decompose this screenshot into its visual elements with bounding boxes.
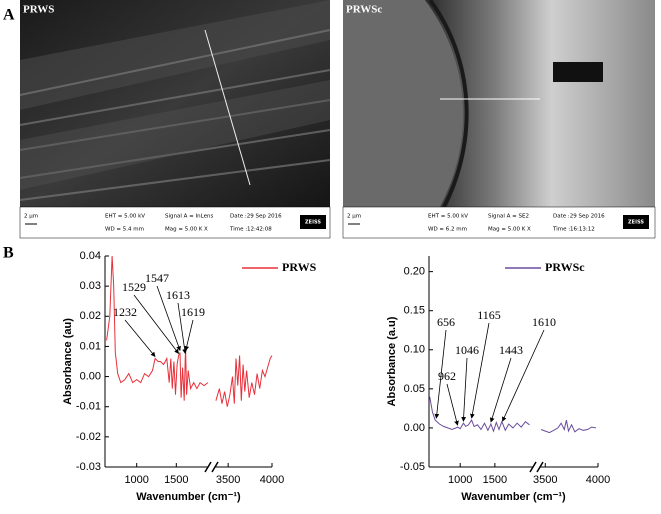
sem-image — [19, 0, 331, 239]
image-label: PRWS — [23, 4, 54, 16]
y-tick-label: -0.02 — [76, 431, 101, 443]
peak-arrow — [177, 302, 188, 355]
y-tick-label: 0.15 — [404, 305, 425, 317]
peak-label: 1232 — [113, 305, 137, 319]
info: EHT = 5.00 kV — [105, 214, 145, 220]
info: WD = 6.2 mm — [428, 227, 467, 233]
peak-arrow — [156, 285, 181, 352]
info: EHT = 5.00 kV — [428, 214, 468, 220]
sem-image — [342, 0, 656, 239]
x-axis-label: Wavenumber (cm⁻¹) — [136, 491, 241, 503]
logo-text: ZEISS — [628, 220, 644, 226]
scale-bar-label: 2 μm — [24, 214, 38, 220]
peak-arrow — [502, 329, 545, 422]
peak-arrow — [124, 319, 156, 357]
legend-label: PRWSc — [545, 260, 585, 274]
x-axis-label: Wavenumber (cm⁻¹) — [461, 491, 566, 503]
y-tick-label: -0.01 — [76, 401, 101, 413]
y-tick-label: 0.01 — [80, 340, 101, 352]
info: Time :16:13:12 — [552, 227, 595, 233]
info: Signal A = InLens — [165, 214, 213, 220]
x-tick-label: 3500 — [533, 474, 557, 486]
logo-text: ZEISS — [305, 220, 321, 226]
peak-label: 1547 — [145, 271, 169, 285]
info: Time :12:42:08 — [229, 227, 272, 233]
y-tick-label: 0.04 — [80, 250, 101, 262]
y-tick-label: -0.03 — [76, 461, 101, 473]
legend-label: PRWS — [282, 260, 317, 274]
image-label: PRWSc — [346, 4, 382, 16]
y-axis-label: Absorbance (a.u) — [386, 316, 398, 406]
peak-arrow — [133, 294, 179, 354]
scale-bar-label: 2 μm — [347, 214, 361, 220]
y-axis-label: Absorbance (au) — [62, 318, 74, 405]
axis-break — [529, 461, 537, 473]
spectrum-line — [429, 396, 596, 434]
peak-arrow — [470, 322, 490, 419]
peak-label: 1610 — [532, 315, 556, 329]
peak-label: 1165 — [477, 308, 501, 322]
chart: -0.05 0.00 0.05 0.10 0.15 0.20 1000 1500 3500 400… — [386, 256, 610, 503]
spectrum-line — [106, 255, 273, 407]
axis-break — [536, 461, 544, 473]
axis-break — [211, 461, 219, 473]
y-tick-label: 0.05 — [404, 383, 425, 395]
peak-label: 1529 — [122, 280, 146, 294]
info: WD = 5.4 mm — [105, 227, 144, 233]
x-tick-label: 1000 — [448, 474, 472, 486]
info: Mag = 5.00 K X — [488, 227, 531, 233]
y-tick-label: 0.20 — [404, 266, 425, 278]
info: Signal A = SE2 — [488, 214, 529, 220]
peak-arrow — [489, 357, 512, 423]
peak-label: 1443 — [499, 343, 523, 357]
peak-arrow — [446, 383, 459, 426]
info: Date :29 Sep 2016 — [230, 214, 282, 220]
y-tick-label: 0.03 — [80, 280, 101, 292]
y-tick-label: -0.05 — [400, 461, 425, 473]
info: Mag = 5.00 K X — [165, 227, 208, 233]
x-tick-label: 4000 — [586, 474, 610, 486]
axis-break — [204, 461, 212, 473]
panel-label: A — [3, 7, 15, 24]
logo — [623, 215, 649, 229]
x-tick-label: 1500 — [483, 474, 507, 486]
peak-label: 1046 — [455, 343, 479, 357]
x-tick-label: 4000 — [260, 474, 284, 486]
panel-label: B — [3, 245, 14, 262]
peak-arrow — [434, 329, 447, 419]
y-tick-label: 0.00 — [80, 370, 101, 382]
peak-label: 962 — [438, 369, 456, 383]
peak-arrow — [184, 319, 194, 352]
y-tick-label: 0.02 — [80, 310, 101, 322]
peak-arrow — [461, 357, 468, 422]
x-tick-label: 1500 — [164, 474, 188, 486]
peak-label: 1619 — [181, 305, 205, 319]
y-tick-label: 0.00 — [404, 422, 425, 434]
peak-label: 656 — [437, 315, 455, 329]
chart: -0.03 -0.02 -0.01 0.00 0.01 0.02 0.03 0.04 1000 1… — [62, 250, 317, 503]
info: Date :29 Sep 2016 — [553, 214, 605, 220]
peak-label: 1613 — [166, 288, 190, 302]
logo — [300, 215, 326, 229]
x-tick-label: 3500 — [216, 474, 240, 486]
y-tick-label: 0.10 — [404, 344, 425, 356]
x-tick-label: 1000 — [124, 474, 148, 486]
